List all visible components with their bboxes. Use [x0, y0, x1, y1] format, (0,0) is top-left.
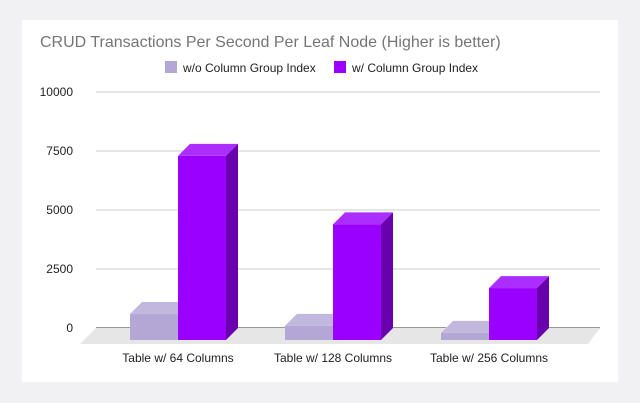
x-category-label: Table w/ 256 Columns	[430, 351, 548, 365]
bar-with-index	[333, 212, 393, 340]
bar-with-index	[489, 276, 549, 340]
y-tick-label: 5000	[46, 203, 73, 217]
x-axis-labels: Table w/ 64 Columns Table w/ 128 Columns T…	[122, 351, 548, 365]
legend-label-with-index: w/ Column Group Index	[351, 61, 478, 75]
x-category-label: Table w/ 64 Columns	[122, 351, 233, 365]
y-axis-ticks: 0 2500 5000 7500 10000	[40, 85, 74, 335]
y-tick-label: 0	[66, 321, 73, 335]
legend-swatch-with-index	[334, 61, 346, 73]
y-tick-label: 2500	[46, 262, 73, 276]
y-tick-label: 7500	[46, 144, 73, 158]
legend-swatch-without-index	[165, 61, 177, 73]
bar-with-index	[178, 143, 238, 340]
x-category-label: Table w/ 128 Columns	[274, 351, 392, 365]
legend-label-without-index: w/o Column Group Index	[182, 61, 316, 75]
chart-title: CRUD Transactions Per Second Per Leaf No…	[40, 34, 501, 51]
bars	[130, 143, 549, 340]
legend: w/o Column Group Index w/ Column Group I…	[165, 61, 478, 75]
y-tick-label: 10000	[40, 85, 74, 99]
